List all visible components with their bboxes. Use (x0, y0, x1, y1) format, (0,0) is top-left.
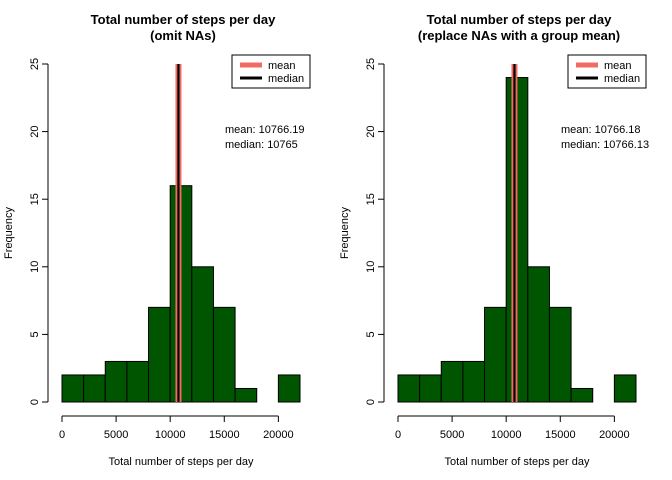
x-axis: 0 5000 10000 15000 20000 (395, 415, 630, 441)
histogram-bar (148, 306, 171, 403)
histogram-bar (484, 306, 507, 403)
legend-box (231, 54, 311, 89)
y-tick-label: 15 (29, 193, 41, 205)
histogram-bar (104, 360, 128, 403)
y-tick-label: 5 (365, 331, 377, 337)
x-tick-label: 20000 (599, 429, 630, 441)
histogram-bar (61, 374, 85, 403)
x-tick-label: 20000 (263, 429, 294, 441)
x-axis-label: Total number of steps per day (445, 456, 590, 468)
y-axis: 0 5 10 15 20 25 (29, 58, 49, 405)
histogram-bar (548, 306, 572, 403)
x-tick-label: 15000 (209, 429, 240, 441)
y-axis: 0 5 10 15 20 25 (365, 58, 385, 405)
x-tick-label: 10000 (491, 429, 522, 441)
mean-annotation: mean: 10766.18 (561, 124, 641, 136)
y-tick-label: 20 (29, 125, 41, 137)
x-tick-label: 10000 (155, 429, 186, 441)
x-tick-label: 15000 (545, 429, 576, 441)
x-tick-label: 0 (59, 429, 65, 441)
y-axis-label: Frequency (339, 207, 351, 259)
chart-title: Total number of steps per day (427, 12, 612, 27)
histogram-bar (613, 374, 637, 403)
histogram-bar (180, 185, 193, 403)
histogram-bar (397, 374, 421, 403)
x-axis-label: Total number of steps per day (109, 456, 254, 468)
chart-subtitle: (omit NAs) (150, 28, 216, 43)
x-tick-label: 0 (395, 429, 401, 441)
legend-label-median: median (268, 73, 304, 85)
y-tick-label: 15 (365, 193, 377, 205)
y-tick-label: 20 (365, 125, 377, 137)
histogram-bar (440, 360, 464, 403)
chart-title: Total number of steps per day (91, 12, 276, 27)
histogram-bar (462, 360, 486, 403)
y-axis-label: Frequency (3, 207, 15, 259)
mean-annotation: mean: 10766.19 (225, 124, 305, 136)
legend-label-mean: mean (268, 60, 296, 72)
histogram-bar (527, 266, 550, 403)
histogram-bar (419, 374, 442, 403)
y-tick-label: 10 (365, 261, 377, 273)
histogram-bar (191, 266, 214, 403)
histogram-bar (277, 374, 301, 403)
histogram-bar (570, 387, 594, 403)
median-annotation: median: 10766.13 (561, 139, 649, 151)
histogram-panel-1: Total number of steps per day(omit NAs)0… (3, 12, 311, 468)
histogram-bar (516, 77, 529, 403)
y-tick-label: 25 (29, 58, 41, 70)
x-tick-label: 5000 (104, 429, 128, 441)
y-tick-label: 25 (365, 58, 377, 70)
legend-label-median: median (604, 73, 640, 85)
y-tick-label: 0 (29, 399, 41, 405)
histogram-bar (212, 306, 236, 403)
median-annotation: median: 10765 (225, 139, 298, 151)
legend-box (567, 54, 647, 89)
y-tick-label: 5 (29, 331, 41, 337)
chart-subtitle: (replace NAs with a group mean) (418, 28, 620, 43)
histogram-bar (234, 387, 258, 403)
y-tick-label: 10 (29, 261, 41, 273)
x-tick-label: 5000 (440, 429, 464, 441)
histogram-bar (126, 360, 150, 403)
y-tick-label: 0 (365, 399, 377, 405)
histogram-panel-2: Total number of steps per day(replace NA… (339, 12, 649, 468)
legend-label-mean: mean (604, 60, 632, 72)
histogram-bar (83, 374, 106, 403)
x-axis: 0 5000 10000 15000 20000 (59, 415, 294, 441)
